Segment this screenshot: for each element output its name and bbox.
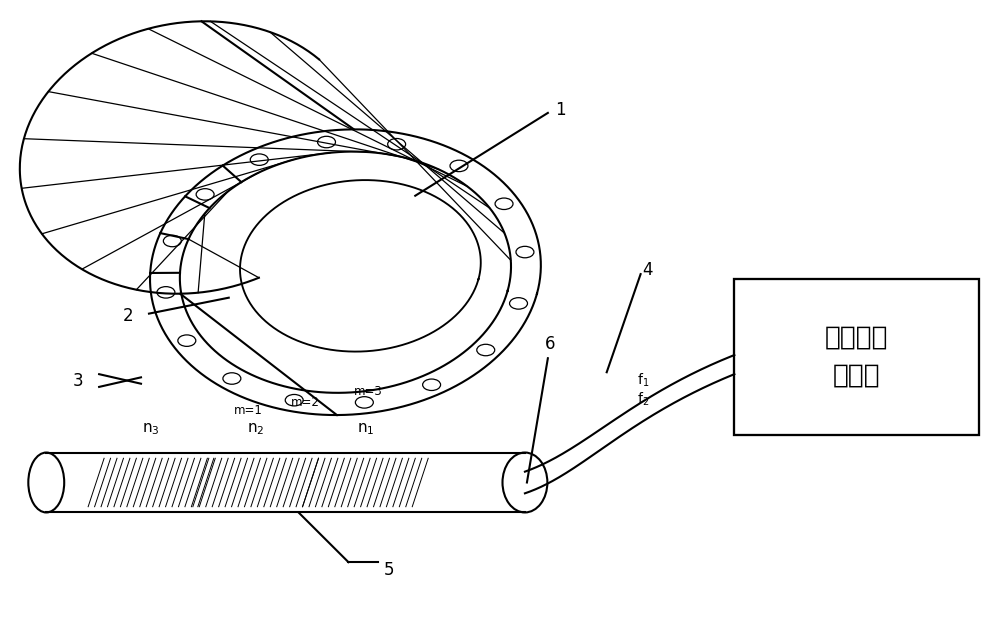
Text: n$_2$: n$_2$ <box>247 421 264 436</box>
Text: m=1: m=1 <box>234 404 263 417</box>
Text: 5: 5 <box>383 561 394 579</box>
Text: m=2: m=2 <box>291 396 320 409</box>
Text: 2: 2 <box>122 307 133 325</box>
Text: 光纤光栅
解调仪: 光纤光栅 解调仪 <box>825 324 888 388</box>
Text: f$_2$: f$_2$ <box>637 391 649 408</box>
Text: 6: 6 <box>545 335 555 353</box>
Text: 3: 3 <box>73 372 83 390</box>
Text: n$_3$: n$_3$ <box>142 421 160 436</box>
Text: n$_1$: n$_1$ <box>357 421 374 436</box>
Text: 4: 4 <box>643 261 653 279</box>
Text: f$_1$: f$_1$ <box>637 372 649 389</box>
Text: m=3: m=3 <box>354 385 383 398</box>
Text: 1: 1 <box>555 100 565 118</box>
Bar <box>734 278 979 435</box>
